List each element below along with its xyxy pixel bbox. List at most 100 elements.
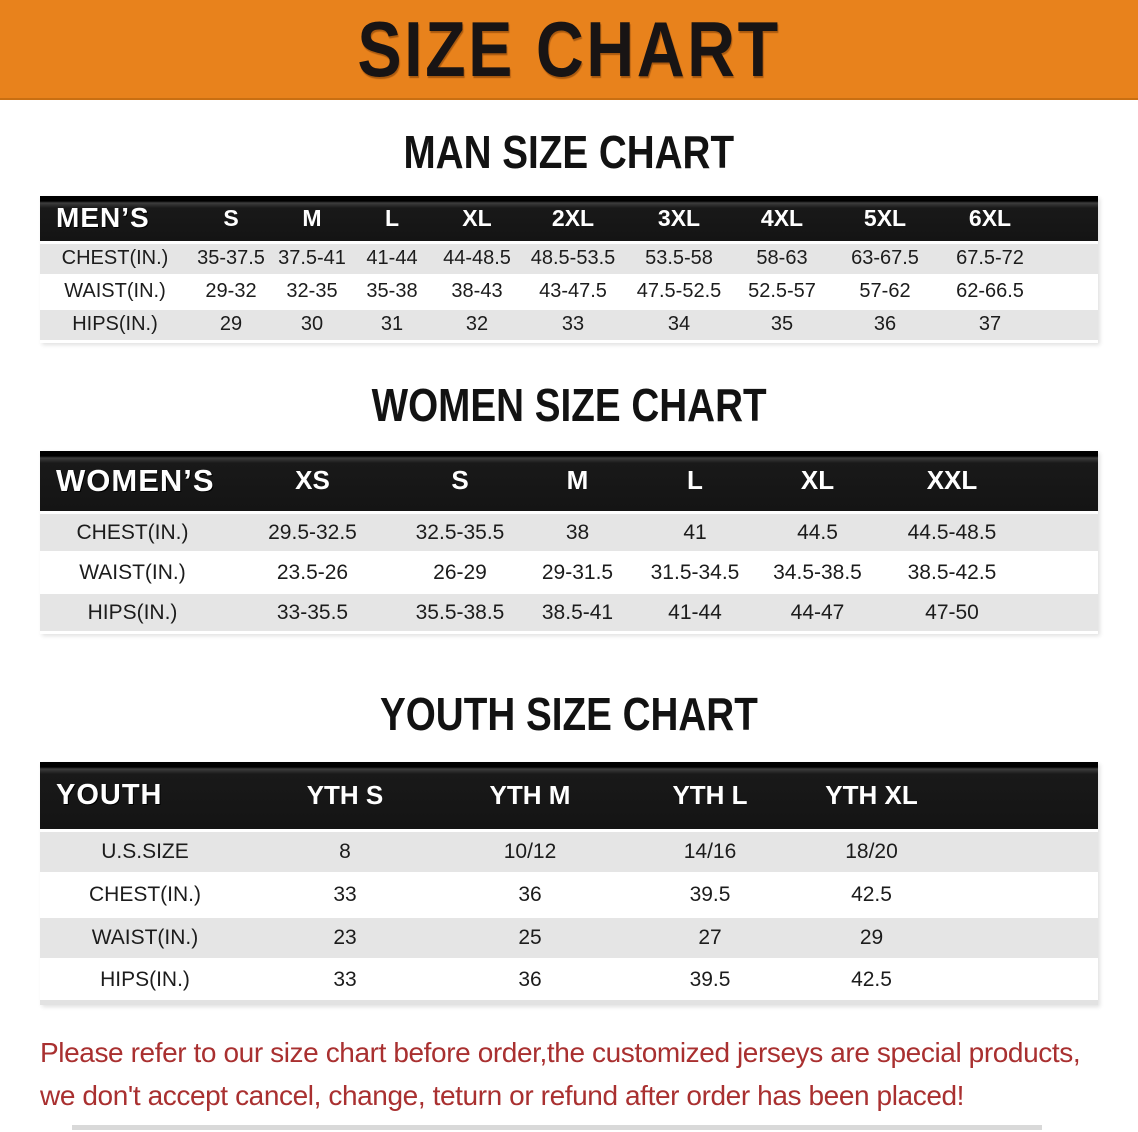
size-value: 63-67.5: [851, 247, 919, 269]
size-value: 41: [683, 520, 707, 544]
man-section-heading: MAN SIZE CHART: [403, 126, 735, 178]
size-value: 44-48.5: [443, 247, 511, 269]
size-value: 58-63: [756, 247, 808, 269]
size-value: 53.5-58: [645, 247, 713, 269]
size-value: 43-47.5: [539, 280, 607, 302]
size-value: 42.5: [851, 882, 892, 906]
measurement-row-label: U.S.SIZE: [101, 839, 189, 863]
size-value: 29-32: [205, 280, 257, 302]
size-column-header: S: [190, 196, 272, 242]
size-value: 30: [300, 313, 324, 335]
size-value: 27: [698, 925, 722, 949]
youth-size-table: YOUTH YTH S YTH M YTH L YTH XL U.S.SIZE 8 10/12…: [40, 762, 1098, 1005]
size-value: 34.5-38.5: [773, 560, 862, 584]
measurement-row: WAIST(IN.) 29-32 32-35 35-38 38-43 43-47.5 47.…: [40, 275, 1098, 308]
measurement-row: CHEST(IN.) 35-37.5 37.5-41 41-44 44-48.5 48.5…: [40, 242, 1098, 275]
size-value: 35-37.5: [197, 247, 265, 269]
women-size-table: WOMEN’S XS S M L XL XXL CHEST(IN.) 29.5-32.5 32.5…: [40, 450, 1098, 635]
size-value: 23: [333, 925, 357, 949]
table-title-cell: YOUTH: [40, 762, 250, 830]
size-column-header: 2XL: [522, 196, 624, 242]
size-column-header: XL: [755, 450, 880, 513]
size-value: 37.5-41: [278, 247, 346, 269]
size-value: 35-38: [366, 280, 418, 302]
size-column-header: S: [400, 450, 520, 513]
size-value: 33: [333, 968, 357, 991]
size-column-header: XS: [225, 450, 400, 513]
measurement-row: U.S.SIZE 8 10/12 14/16 18/20: [40, 830, 1098, 873]
size-value: 44.5-48.5: [907, 520, 997, 544]
size-value: 18/20: [845, 839, 898, 863]
size-column-header: XXL: [880, 450, 1098, 513]
measurement-row-label: CHEST(IN.): [89, 882, 201, 906]
banner-title: SIZE CHART: [357, 4, 781, 93]
size-value: 47-50: [925, 600, 979, 624]
table-title-cell: WOMEN’S: [40, 450, 225, 513]
size-value: 38.5-41: [541, 600, 614, 624]
size-chart-banner: SIZE CHART: [0, 0, 1138, 100]
size-value: 29-31.5: [541, 560, 614, 584]
size-value: 42.5: [851, 968, 892, 991]
size-value: 34: [667, 313, 691, 335]
size-value: 36: [873, 313, 897, 335]
size-column-header: M: [272, 196, 352, 242]
table-title-cell: MEN’S: [40, 196, 190, 242]
size-value: 10/12: [503, 839, 557, 863]
size-column-header: YTH S: [250, 762, 440, 830]
measurement-row: WAIST(IN.) 23.5-26 26-29 29-31.5 31.5-34.5 34…: [40, 553, 1098, 593]
measurement-row: CHEST(IN.) 29.5-32.5 32.5-35.5 38 41 44.5 44.5…: [40, 512, 1098, 553]
size-column-header: YTH XL: [800, 762, 1098, 830]
size-column-header: M: [520, 450, 635, 513]
size-value: 37: [978, 313, 1002, 335]
size-value: 38: [565, 520, 590, 544]
size-value: 23.5-26: [276, 560, 349, 584]
size-value: 48.5-53.5: [530, 247, 616, 269]
size-value: 36: [518, 882, 542, 906]
youth-section-heading: YOUTH SIZE CHART: [380, 688, 758, 740]
size-value: 57-62: [859, 280, 911, 302]
size-value: 33: [561, 313, 585, 335]
size-column-header: 4XL: [734, 196, 830, 242]
size-value: 32: [465, 313, 489, 335]
size-value: 44-47: [790, 600, 845, 624]
size-value: 47.5-52.5: [636, 280, 722, 302]
order-disclaimer: Please refer to our size chart before or…: [40, 1031, 1108, 1118]
measurement-row-label: CHEST(IN.): [76, 520, 189, 544]
disclaimer-line-2: we don't accept cancel, change, teturn o…: [40, 1079, 965, 1111]
size-value: 33: [333, 882, 357, 906]
size-value: 25: [518, 925, 542, 949]
measurement-row-label: CHEST(IN.): [61, 247, 169, 269]
size-column-header: YTH M: [440, 762, 620, 830]
women-section-heading: WOMEN SIZE CHART: [371, 378, 767, 431]
measurement-row: HIPS(IN.) 29 30 31 32 33 34 35 36 37: [40, 308, 1098, 341]
size-column-header: YTH L: [620, 762, 800, 830]
size-value: 41-44: [366, 247, 418, 269]
size-value: 67.5-72: [956, 247, 1024, 269]
size-value: 36: [518, 968, 542, 991]
measurement-row-label: HIPS(IN.): [72, 313, 158, 335]
size-column-header: L: [352, 196, 432, 242]
size-column-header: XL: [432, 196, 522, 242]
size-value: 39.5: [689, 968, 731, 991]
size-header-row: WOMEN’S XS S M L XL XXL: [40, 450, 1098, 513]
size-column-header: 3XL: [624, 196, 734, 242]
size-header-row: MEN’S S M L XL 2XL 3XL 4XL 5XL 6XL: [40, 196, 1098, 242]
measurement-row-label: HIPS(IN.): [100, 968, 190, 991]
size-value: 38.5-42.5: [907, 560, 997, 584]
size-value: 29.5-32.5: [268, 520, 357, 544]
size-value: 29: [219, 313, 243, 335]
size-value: 33-35.5: [276, 600, 349, 624]
size-value: 38-43: [451, 280, 503, 302]
men-size-table: MEN’S S M L XL 2XL 3XL 4XL 5XL 6XL CHEST(IN.) 35-37…: [40, 196, 1098, 343]
size-value: 26-29: [433, 560, 487, 584]
size-value: 31: [380, 313, 404, 335]
measurement-row-label: WAIST(IN.): [91, 925, 199, 949]
size-value: 31.5-34.5: [650, 560, 740, 584]
size-value: 8: [339, 839, 351, 863]
size-value: 39.5: [689, 882, 731, 906]
size-value: 62-66.5: [956, 280, 1024, 302]
disclaimer-line-1: Please refer to our size chart before or…: [40, 1036, 1081, 1068]
measurement-row-label: WAIST(IN.): [79, 560, 186, 584]
size-header-row: YOUTH YTH S YTH M YTH L YTH XL: [40, 762, 1098, 830]
measurement-row: HIPS(IN.) 33-35.5 35.5-38.5 38.5-41 41-44 44-…: [40, 592, 1098, 633]
